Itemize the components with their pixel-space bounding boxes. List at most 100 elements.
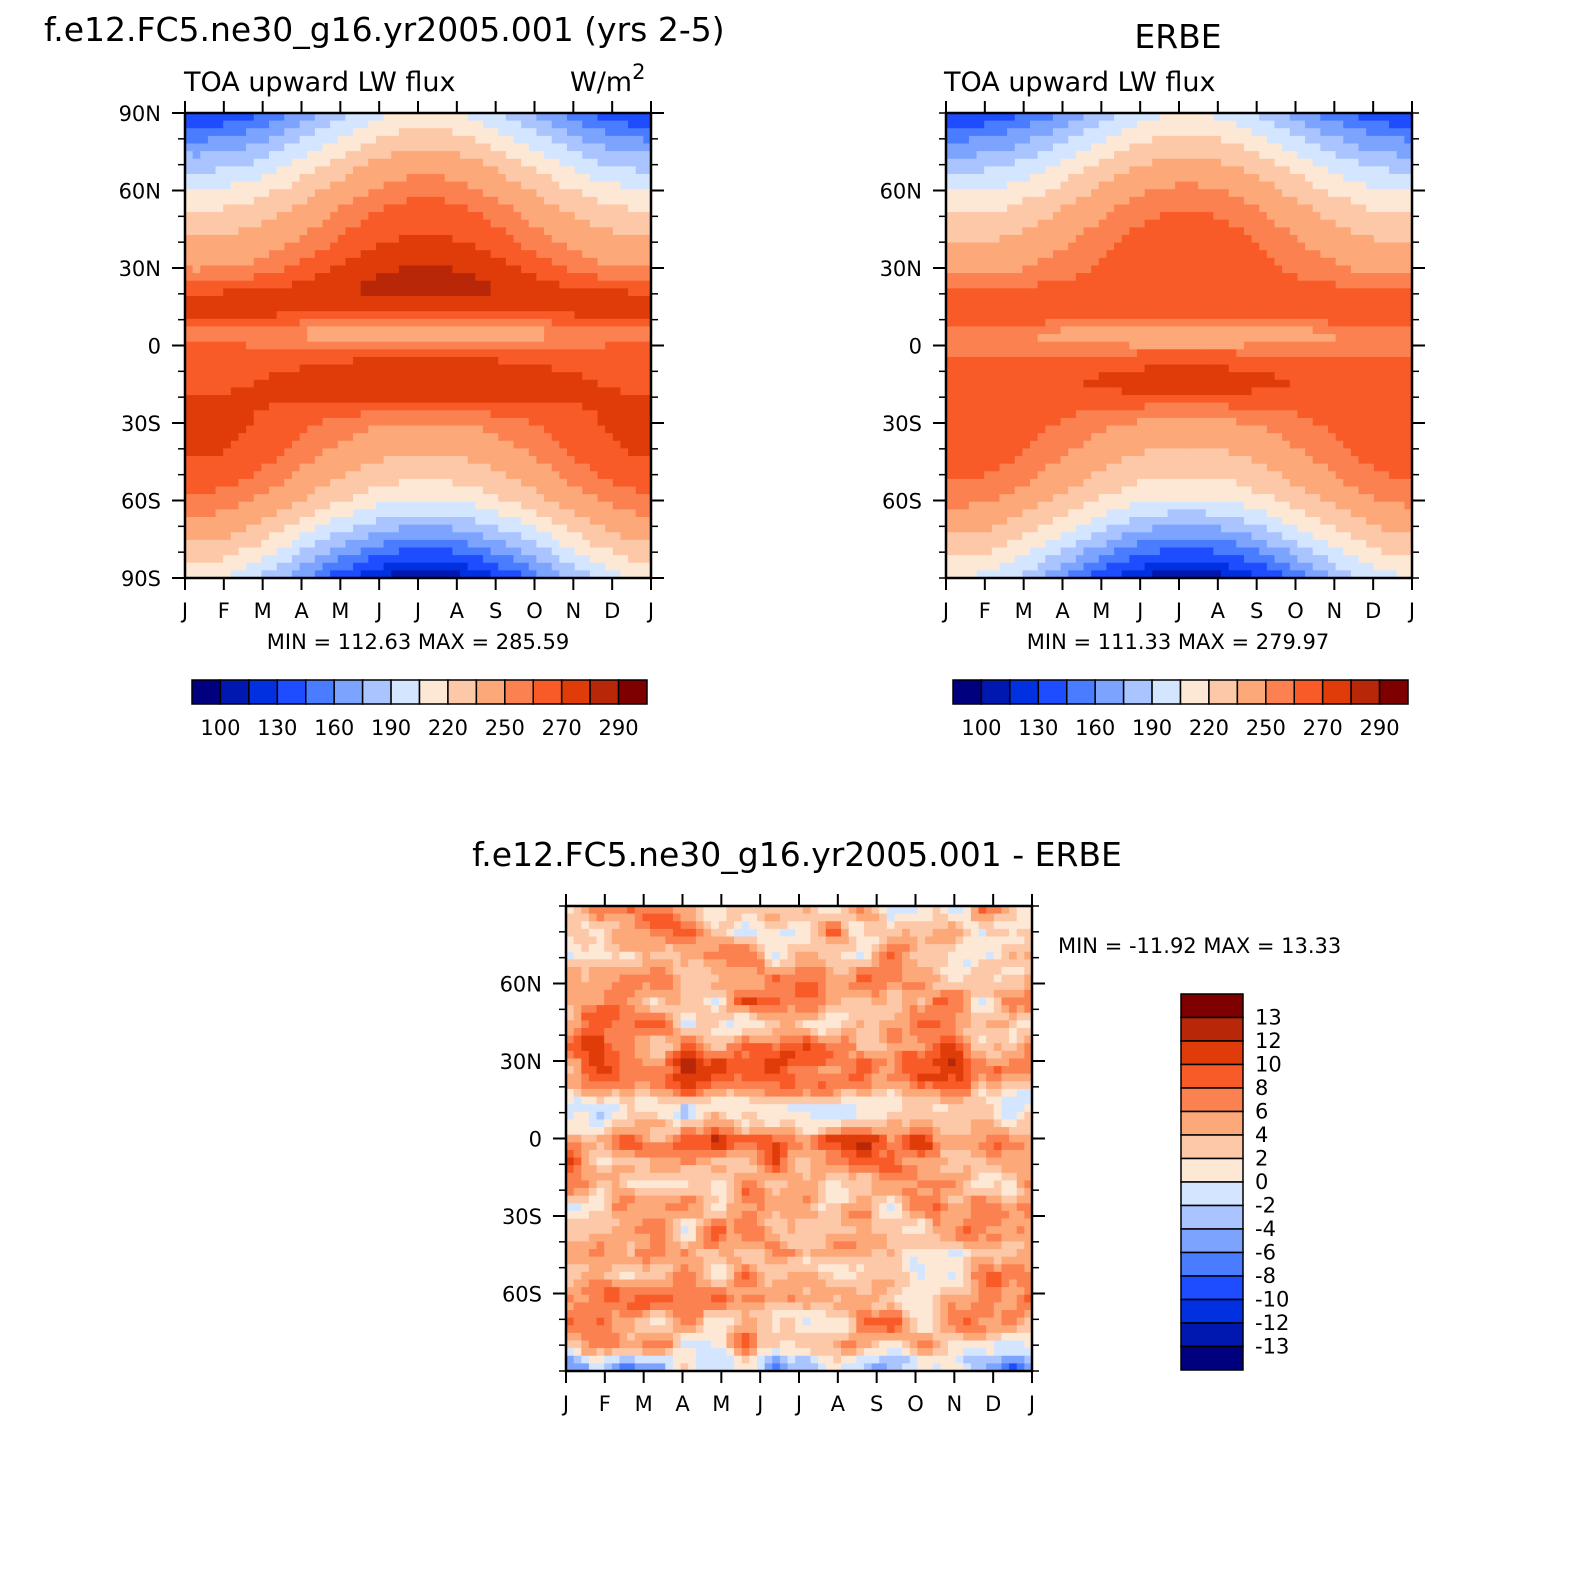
field-cell — [1121, 189, 1130, 198]
field-cell — [185, 562, 194, 571]
field-cell — [566, 524, 576, 533]
field-cell — [953, 135, 962, 145]
field-cell — [460, 288, 469, 297]
field-cell — [1198, 128, 1207, 137]
field-cell — [528, 212, 538, 221]
field-cell — [1259, 135, 1268, 145]
field-cell — [1381, 135, 1390, 145]
field-cell — [528, 219, 538, 228]
field-cell — [559, 273, 568, 282]
field-cell — [314, 311, 324, 320]
field-cell — [345, 288, 354, 297]
field-cell — [528, 265, 538, 274]
field-cell — [490, 181, 499, 190]
field-cell — [566, 448, 576, 457]
field-cell — [566, 181, 576, 190]
field-cell — [1167, 181, 1176, 190]
field-cell — [620, 295, 629, 305]
field-cell — [643, 318, 652, 328]
field-cell — [253, 219, 262, 228]
field-cell — [536, 173, 545, 183]
field-cell — [207, 189, 217, 198]
field-cell — [391, 273, 400, 282]
field-cell — [375, 463, 385, 472]
field-cell — [291, 395, 301, 404]
field-cell — [574, 486, 583, 495]
field-cell — [299, 128, 308, 137]
field-cell — [953, 166, 962, 175]
field-cell — [589, 158, 599, 167]
field-cell — [1251, 173, 1260, 183]
field-cell — [574, 273, 583, 282]
field-cell — [961, 173, 970, 183]
field-cell — [284, 402, 293, 411]
field-cell — [1266, 128, 1276, 137]
field-cell — [421, 212, 431, 221]
field-cell — [1366, 120, 1375, 129]
field-cell — [345, 181, 354, 190]
field-cell — [215, 562, 224, 571]
field-cell — [1305, 196, 1314, 206]
field-cell — [1190, 158, 1199, 167]
field-cell — [1243, 113, 1253, 122]
field-cell — [368, 570, 377, 579]
field-cell — [261, 402, 270, 411]
field-cell — [1167, 128, 1176, 137]
field-cell — [1343, 173, 1352, 183]
field-cell — [1014, 212, 1023, 221]
field-cell — [498, 295, 507, 305]
field-cell — [1350, 242, 1360, 251]
field-cell — [528, 509, 538, 518]
field-cell — [299, 547, 308, 556]
field-cell — [976, 219, 985, 228]
field-cell — [628, 547, 637, 556]
field-cell — [597, 212, 606, 221]
field-cell — [460, 151, 469, 160]
field-cell — [1030, 143, 1039, 152]
field-cell — [429, 456, 438, 465]
field-cell — [643, 189, 652, 198]
field-cell — [406, 158, 415, 167]
field-cell — [999, 189, 1008, 198]
field-cell — [605, 303, 614, 312]
field-cell — [261, 334, 270, 343]
field-cell — [452, 387, 461, 396]
field-cell — [192, 242, 201, 251]
field-cell — [1144, 120, 1153, 129]
field-cell — [953, 204, 962, 213]
field-cell — [322, 555, 331, 564]
field-cell — [269, 379, 278, 389]
field-cell — [605, 318, 614, 328]
field-cell — [375, 135, 385, 145]
field-cell — [284, 425, 293, 434]
field-cell — [307, 501, 316, 510]
field-cell — [269, 471, 278, 480]
field-cell — [490, 387, 499, 396]
field-cell — [246, 532, 255, 541]
field-cell — [984, 234, 993, 244]
field-cell — [1289, 151, 1299, 160]
field-cell — [612, 311, 622, 320]
field-cell — [490, 494, 499, 503]
field-cell — [360, 478, 369, 488]
field-cell — [505, 219, 515, 228]
field-cell — [1243, 219, 1253, 228]
field-cell — [223, 311, 232, 320]
field-cell — [1159, 219, 1169, 228]
field-cell — [406, 356, 415, 366]
field-cell — [582, 280, 591, 289]
field-cell — [589, 234, 599, 244]
field-cell — [337, 166, 347, 175]
field-cell — [1396, 196, 1405, 206]
field-cell — [1320, 234, 1329, 244]
field-cell — [589, 166, 599, 175]
field-cell — [215, 425, 224, 434]
field-cell — [307, 250, 316, 259]
field-cell — [635, 379, 644, 389]
field-cell — [1159, 189, 1169, 198]
field-cell — [437, 509, 446, 518]
field-cell — [1098, 151, 1108, 160]
field-cell — [444, 517, 453, 526]
field-cell — [559, 189, 568, 198]
field-cell — [261, 303, 270, 312]
